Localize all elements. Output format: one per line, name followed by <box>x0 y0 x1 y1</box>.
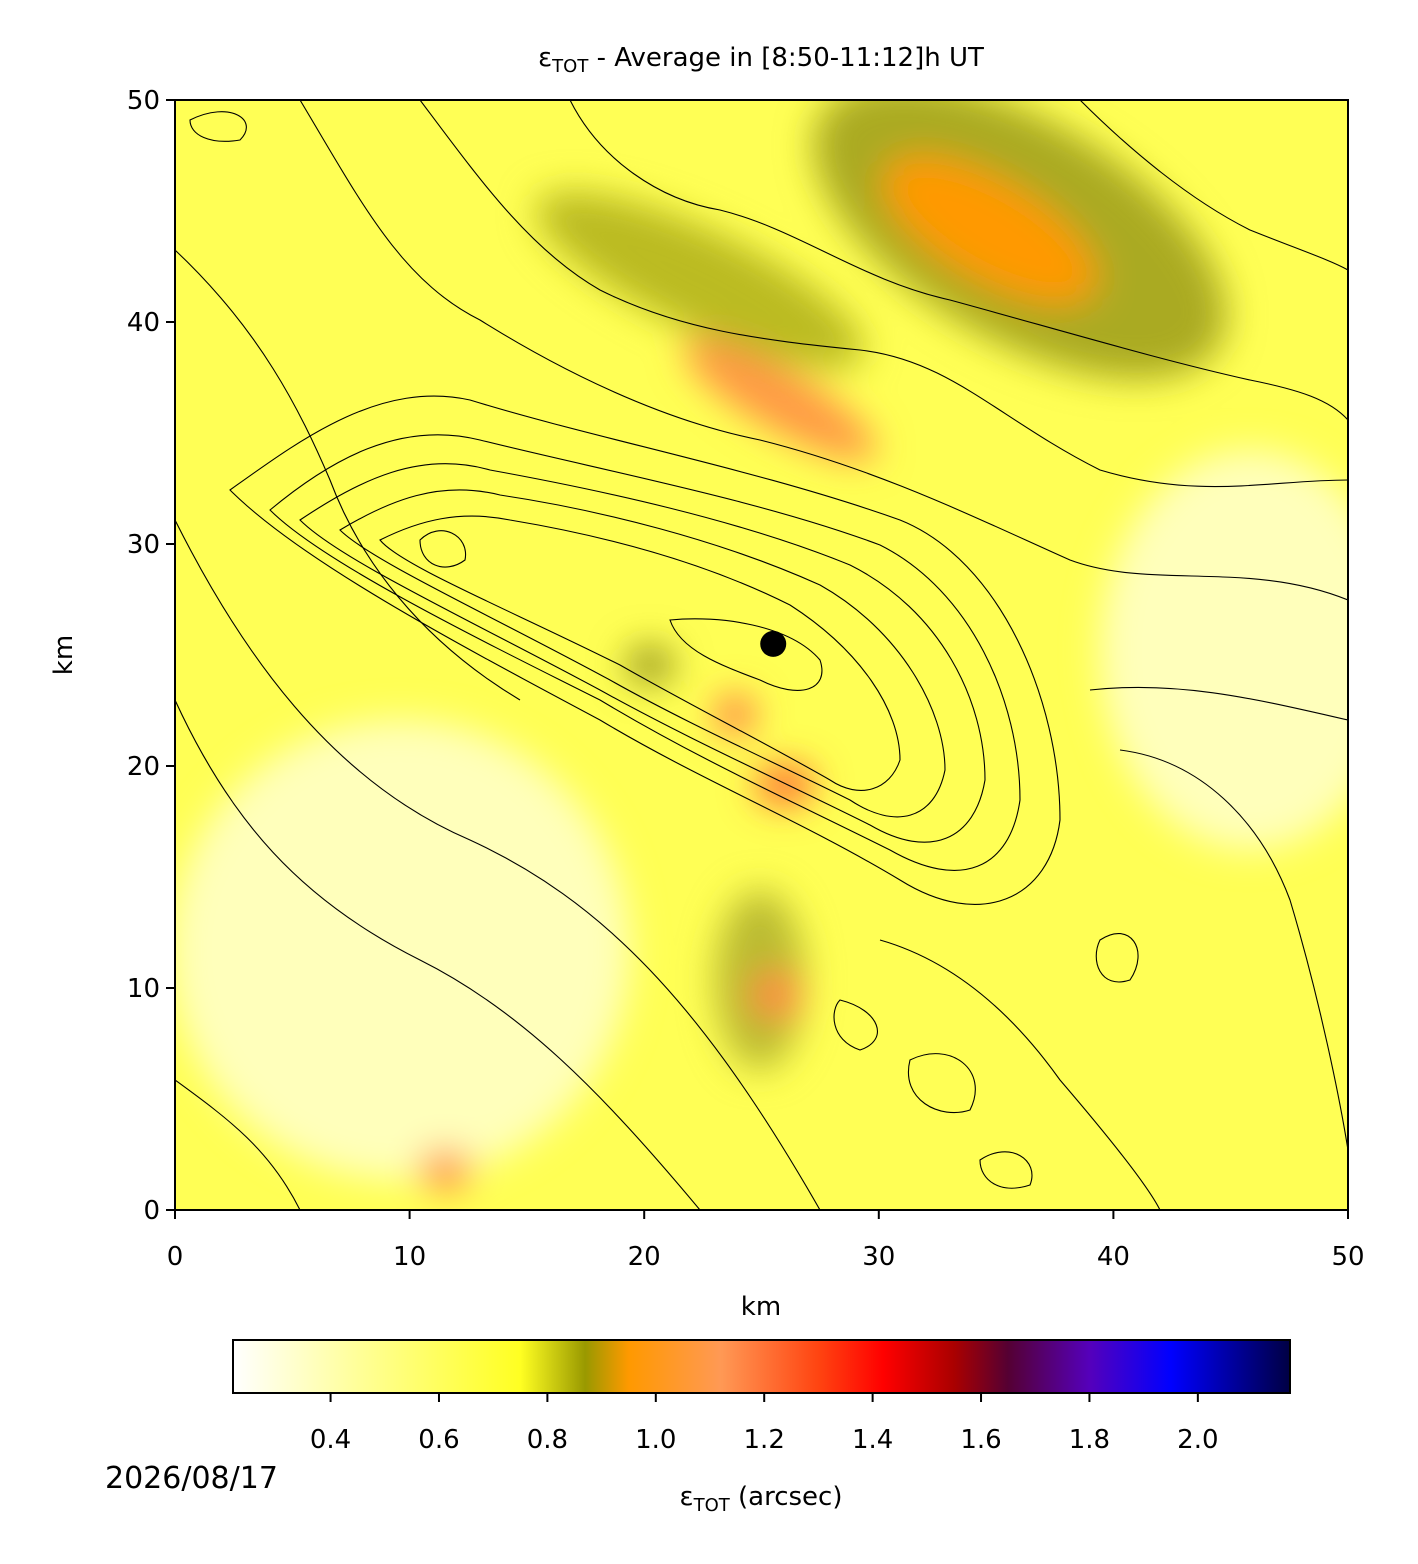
colorbar-label-text: (arcsec) <box>730 1482 843 1512</box>
y-tick-label: 40 <box>127 308 160 338</box>
x-tick-label: 50 <box>1331 1242 1364 1272</box>
colorbar-tick-label: 1.8 <box>1069 1425 1110 1455</box>
chart-title: εTOT - Average in [8:50-11:12]h UT <box>538 43 984 77</box>
x-tick-label: 30 <box>862 1242 895 1272</box>
field <box>175 100 1348 1210</box>
plot-frame <box>174 99 1349 1211</box>
title-symbol: ε <box>538 43 552 73</box>
colorbar-tick-label: 0.6 <box>418 1425 459 1455</box>
y-tick-label: 20 <box>127 752 160 782</box>
x-tick-label: 20 <box>628 1242 661 1272</box>
contour-lines <box>175 100 1348 1210</box>
colorbar-label-symbol: ε <box>680 1482 694 1512</box>
x-tick-label: 40 <box>1097 1242 1130 1272</box>
colorbar-tick-label: 2.0 <box>1177 1425 1218 1455</box>
y-tick-label: 10 <box>127 974 160 1004</box>
y-tick-label: 0 <box>143 1196 160 1226</box>
x-tick-label: 10 <box>393 1242 426 1272</box>
field-shading <box>175 100 1348 1190</box>
site-marker <box>760 630 787 657</box>
colorbar-tick-label: 1.4 <box>852 1425 893 1455</box>
y-tick-label: 30 <box>127 530 160 560</box>
x-axis-label: km <box>741 1292 781 1322</box>
colorbar <box>232 1339 1291 1394</box>
y-axis-label: km <box>49 635 79 675</box>
colorbar-tick-label: 1.2 <box>744 1425 785 1455</box>
date: 2026/08/17 <box>105 1461 278 1496</box>
y-tick-label: 50 <box>127 86 160 116</box>
colorbar-label-subscript: TOT <box>693 1495 731 1516</box>
x-tick-label: 0 <box>167 1242 184 1272</box>
colorbar-label: εTOT (arcsec) <box>680 1482 843 1516</box>
colorbar-tick-label: 1.0 <box>635 1425 676 1455</box>
colorbar-tick-label: 0.8 <box>527 1425 568 1455</box>
colorbar-tick-label: 0.4 <box>310 1425 351 1455</box>
colorbar-tick-label: 1.6 <box>960 1425 1001 1455</box>
title-text: - Average in [8:50-11:12]h UT <box>588 43 984 73</box>
title-subscript: TOT <box>551 56 589 77</box>
